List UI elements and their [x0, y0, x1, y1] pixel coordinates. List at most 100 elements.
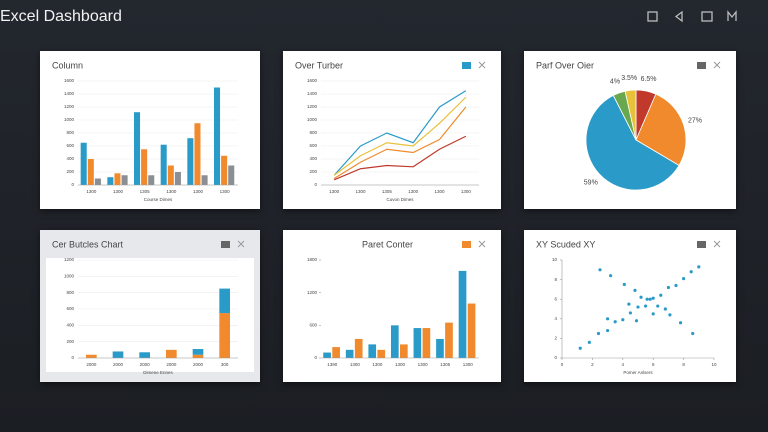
scatter-point: [613, 320, 617, 324]
y-tick-label: 800: [66, 290, 74, 295]
scatter-point: [645, 297, 649, 301]
x-tick-label: 1300: [461, 189, 472, 194]
x-tick-label: 1300: [220, 189, 231, 194]
scatter-point: [668, 313, 672, 317]
x-tick-label: 1300: [372, 362, 383, 367]
x-tick-label: 1305: [440, 362, 451, 367]
y-tick-label: 800: [66, 130, 74, 135]
scatter-point: [578, 346, 582, 350]
bar: [194, 123, 201, 185]
x-tick-label: 1300: [418, 362, 429, 367]
icon[interactable]: [727, 10, 737, 21]
scatter-point: [606, 317, 610, 321]
scatter-point: [644, 304, 648, 308]
close-button[interactable]: [713, 61, 721, 69]
scatter-point: [622, 282, 626, 287]
scatter-point: [651, 312, 655, 316]
icon[interactable]: [701, 11, 713, 22]
menu-button[interactable]: [697, 62, 706, 69]
icon[interactable]: [647, 11, 658, 22]
y-tick-label: 200: [309, 169, 317, 174]
chart-panel: XY Scuded XY 0 2 4 6 8 10 0 2 4 6 8 10 Pomer Anlsers: [524, 230, 736, 382]
bar: [354, 338, 363, 358]
x-tick-label: 1300: [350, 362, 361, 367]
x-tick-label: 1300: [463, 362, 474, 367]
scatter-point: [689, 270, 693, 274]
scatter-point: [659, 293, 663, 297]
scatter-point: [606, 328, 610, 333]
data-label: 59%: [584, 179, 598, 186]
x-tick-label: 10: [711, 362, 717, 367]
close-button[interactable]: [237, 240, 245, 248]
chart-title: Cer Butcles Chart: [52, 239, 124, 249]
x-tick-label: 2: [591, 362, 594, 367]
line: [333, 96, 467, 176]
menu-button[interactable]: [697, 241, 706, 248]
scatter-point: [666, 285, 670, 290]
scatter-point: [587, 340, 591, 344]
bar: [160, 144, 167, 185]
scatter-point: [648, 297, 652, 301]
scatter-point: [691, 331, 695, 336]
icon[interactable]: [674, 10, 683, 23]
x-tick-label: 1305: [382, 189, 393, 194]
y-tick-label: 6: [554, 296, 557, 301]
menu-button[interactable]: [221, 241, 230, 248]
x-axis-label: Dimene Ennes: [143, 370, 173, 375]
scatter-point: [628, 311, 632, 315]
chart-panel: Column 0 200 400 600 800 1000 1200 1400 1600 1300 1…: [40, 51, 260, 209]
chart: Parf Over Oier 6.5% 27% 59% 4% 3.5%: [536, 60, 721, 191]
menu-button[interactable]: [462, 241, 471, 248]
x-tick-label: 2000: [113, 362, 124, 367]
y-tick-label: 0: [314, 182, 317, 187]
scatter-point: [621, 318, 625, 322]
y-tick-label: 1400: [307, 91, 318, 96]
bar: [436, 338, 444, 358]
pie-slice: [635, 93, 687, 167]
scatter-point: [634, 319, 639, 323]
y-tick-label: 1200: [64, 104, 75, 109]
x-tick-label: 1300: [86, 189, 97, 194]
chart-panel: Over Turber 0 200 400 600 800 1000 1200 1400 1600…: [283, 51, 501, 209]
bar: [192, 354, 204, 358]
bar: [323, 352, 331, 358]
chart: Paret Conter 0 600 1200 1800 1390 1300 1300 1300…: [307, 239, 486, 367]
bar: [139, 352, 150, 358]
close-button[interactable]: [478, 240, 486, 248]
scatter-point: [596, 331, 601, 336]
x-tick-label: 1390: [327, 362, 338, 367]
scatter-point: [678, 321, 683, 325]
close-button[interactable]: [713, 240, 721, 248]
y-tick-label: 1000: [64, 117, 75, 122]
x-tick-label: 2000: [193, 362, 204, 367]
bar: [121, 175, 128, 185]
bar: [413, 328, 422, 358]
y-tick-label: 600: [66, 306, 74, 311]
data-label: 3.5%: [621, 75, 637, 82]
y-tick-label: 0: [314, 355, 317, 360]
chart-title: XY Scuded XY: [536, 239, 595, 249]
window-controls: [647, 10, 737, 23]
x-tick-label: 1300: [355, 189, 366, 194]
close-button[interactable]: [478, 61, 486, 69]
y-tick-label: 800: [309, 130, 317, 135]
menu-button[interactable]: [462, 62, 471, 69]
bar: [114, 173, 121, 185]
bar: [192, 349, 204, 355]
data-label: 27%: [688, 118, 702, 125]
x-tick-label: 1300: [113, 189, 124, 194]
chart-title: Parf Over Oier: [536, 60, 594, 70]
x-tick-label: 4: [622, 362, 625, 367]
chart-panel: Parf Over Oier 6.5% 27% 59% 4% 3.5%: [524, 51, 736, 209]
bar: [221, 155, 228, 185]
x-tick-label: 0: [561, 362, 564, 367]
line: [333, 135, 467, 181]
bar: [377, 349, 386, 358]
y-tick-label: 2: [554, 336, 557, 341]
y-tick-label: 200: [66, 339, 74, 344]
bar: [201, 175, 208, 185]
scatter-point: [633, 288, 637, 292]
chart-title: Over Turber: [295, 60, 343, 70]
x-tick-label: 1300: [434, 189, 445, 194]
